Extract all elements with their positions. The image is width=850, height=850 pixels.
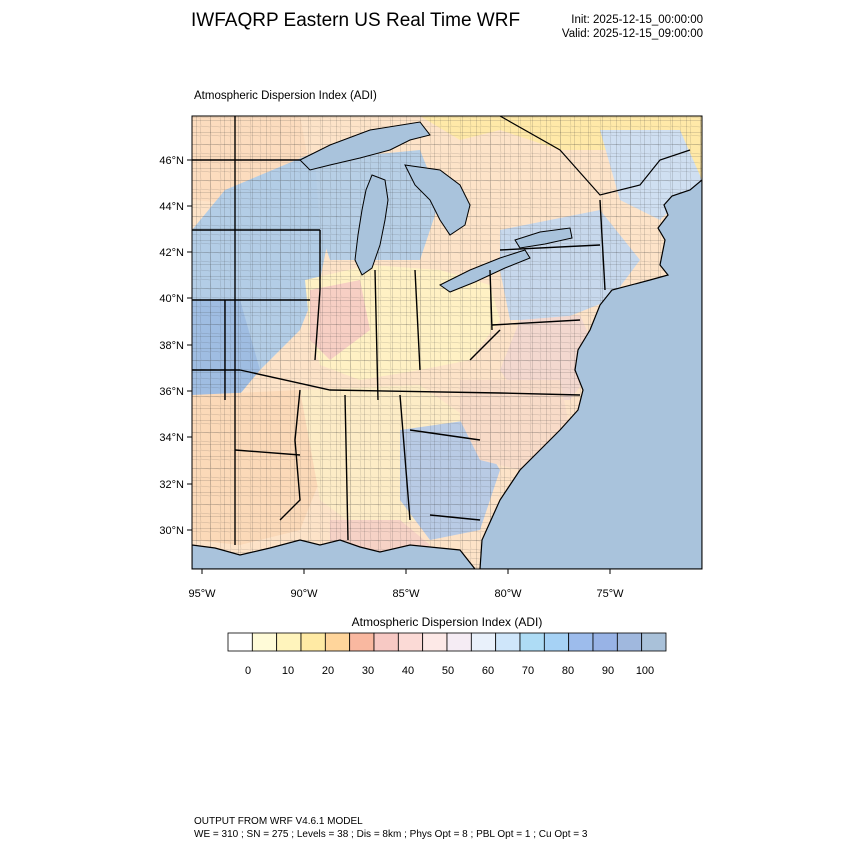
lake-superior	[299, 121, 431, 171]
colorbar-tick-label: 60	[482, 665, 494, 677]
lat-label: 36°N	[159, 386, 184, 398]
lat-axis	[187, 159, 192, 531]
lat-labels: 46°N 44°N 42°N 40°N 38°N 36°N 34°N 32°N …	[159, 155, 184, 537]
map-area	[192, 116, 702, 569]
colorbar-swatch	[616, 632, 643, 652]
colorbar-swatch	[349, 632, 375, 652]
colorbar-swatch	[251, 632, 278, 652]
lat-label: 44°N	[159, 201, 184, 213]
lat-label: 42°N	[159, 247, 184, 259]
colorbar-swatch	[495, 632, 521, 652]
colorbar-tick-label: 20	[322, 665, 334, 677]
colorbar-tick-label: 0	[245, 665, 251, 677]
footer-line-2: WE = 310 ; SN = 275 ; Levels = 38 ; Dis …	[194, 829, 588, 840]
colorbar-tick-label: 70	[522, 665, 534, 677]
colorbar	[227, 632, 667, 652]
lon-axis	[201, 569, 611, 574]
lake-huron	[404, 164, 471, 236]
panel-title: Atmospheric Dispersion Index (ADI)	[194, 90, 377, 102]
colorbar-tick-labels: 0 10 20 30 40 50 60 70 80 90 100	[245, 665, 654, 677]
colorbar-tick-label: 40	[402, 665, 414, 677]
lake-michigan	[354, 174, 389, 276]
colorbar-swatch	[373, 632, 399, 652]
lon-labels: 95°W 90°W 85°W 80°W 75°W	[188, 588, 624, 600]
init-valid-times: Init: 2025-12-15_00:00:00 Valid: 2025-12…	[562, 13, 703, 41]
colorbar-tick-label: 100	[636, 665, 654, 677]
lon-label: 75°W	[596, 588, 624, 600]
lake-ontario	[514, 227, 573, 249]
lat-label: 46°N	[159, 155, 184, 167]
lon-label: 85°W	[392, 588, 420, 600]
colorbar-swatch	[592, 632, 618, 652]
lon-label: 80°W	[494, 588, 522, 600]
map-frame	[191, 115, 703, 570]
colorbar-swatch	[519, 632, 545, 652]
colorbar-swatch	[641, 632, 667, 652]
colorbar-swatch	[276, 632, 302, 652]
footer-line-1: OUTPUT FROM WRF V4.6.1 MODEL	[194, 816, 363, 827]
state-boundaries	[192, 116, 606, 545]
main-title: IWFAQRP Eastern US Real Time WRF	[191, 10, 521, 31]
lat-label: 34°N	[159, 432, 184, 444]
colorbar-tick-label: 10	[282, 665, 294, 677]
lat-label: 30°N	[159, 525, 184, 537]
colorbar-tick-label: 90	[602, 665, 614, 677]
lon-label: 90°W	[290, 588, 318, 600]
colorbar-swatch	[227, 632, 253, 652]
valid-time: Valid: 2025-12-15_09:00:00	[561, 28, 703, 40]
colorbar-swatch	[324, 632, 351, 652]
colorbar-title: Atmospheric Dispersion Index (ADI)	[351, 615, 543, 629]
canada-border-east	[499, 116, 691, 196]
colorbar-tick-label: 80	[562, 665, 574, 677]
lat-label: 32°N	[159, 479, 184, 491]
colorbar-tick-label: 30	[362, 665, 374, 677]
gulf-of-mexico	[192, 539, 476, 569]
colorbar-swatch	[543, 632, 570, 652]
colorbar-tick-label: 50	[442, 665, 454, 677]
colorbar-swatch	[300, 632, 326, 652]
colorbar-swatch	[422, 632, 448, 652]
atlantic-ocean	[479, 179, 702, 569]
lat-label: 38°N	[159, 340, 184, 352]
init-time: Init: 2025-12-15_00:00:00	[571, 14, 703, 26]
colorbar-swatch	[470, 632, 497, 652]
colorbar-swatch	[568, 632, 594, 652]
lake-erie	[439, 249, 531, 293]
colorbar-swatch	[446, 632, 472, 652]
lat-label: 40°N	[159, 293, 184, 305]
lon-label: 95°W	[188, 588, 216, 600]
footer: OUTPUT FROM WRF V4.6.1 MODEL WE = 310 ; …	[194, 815, 587, 841]
colorbar-swatch	[397, 632, 424, 652]
